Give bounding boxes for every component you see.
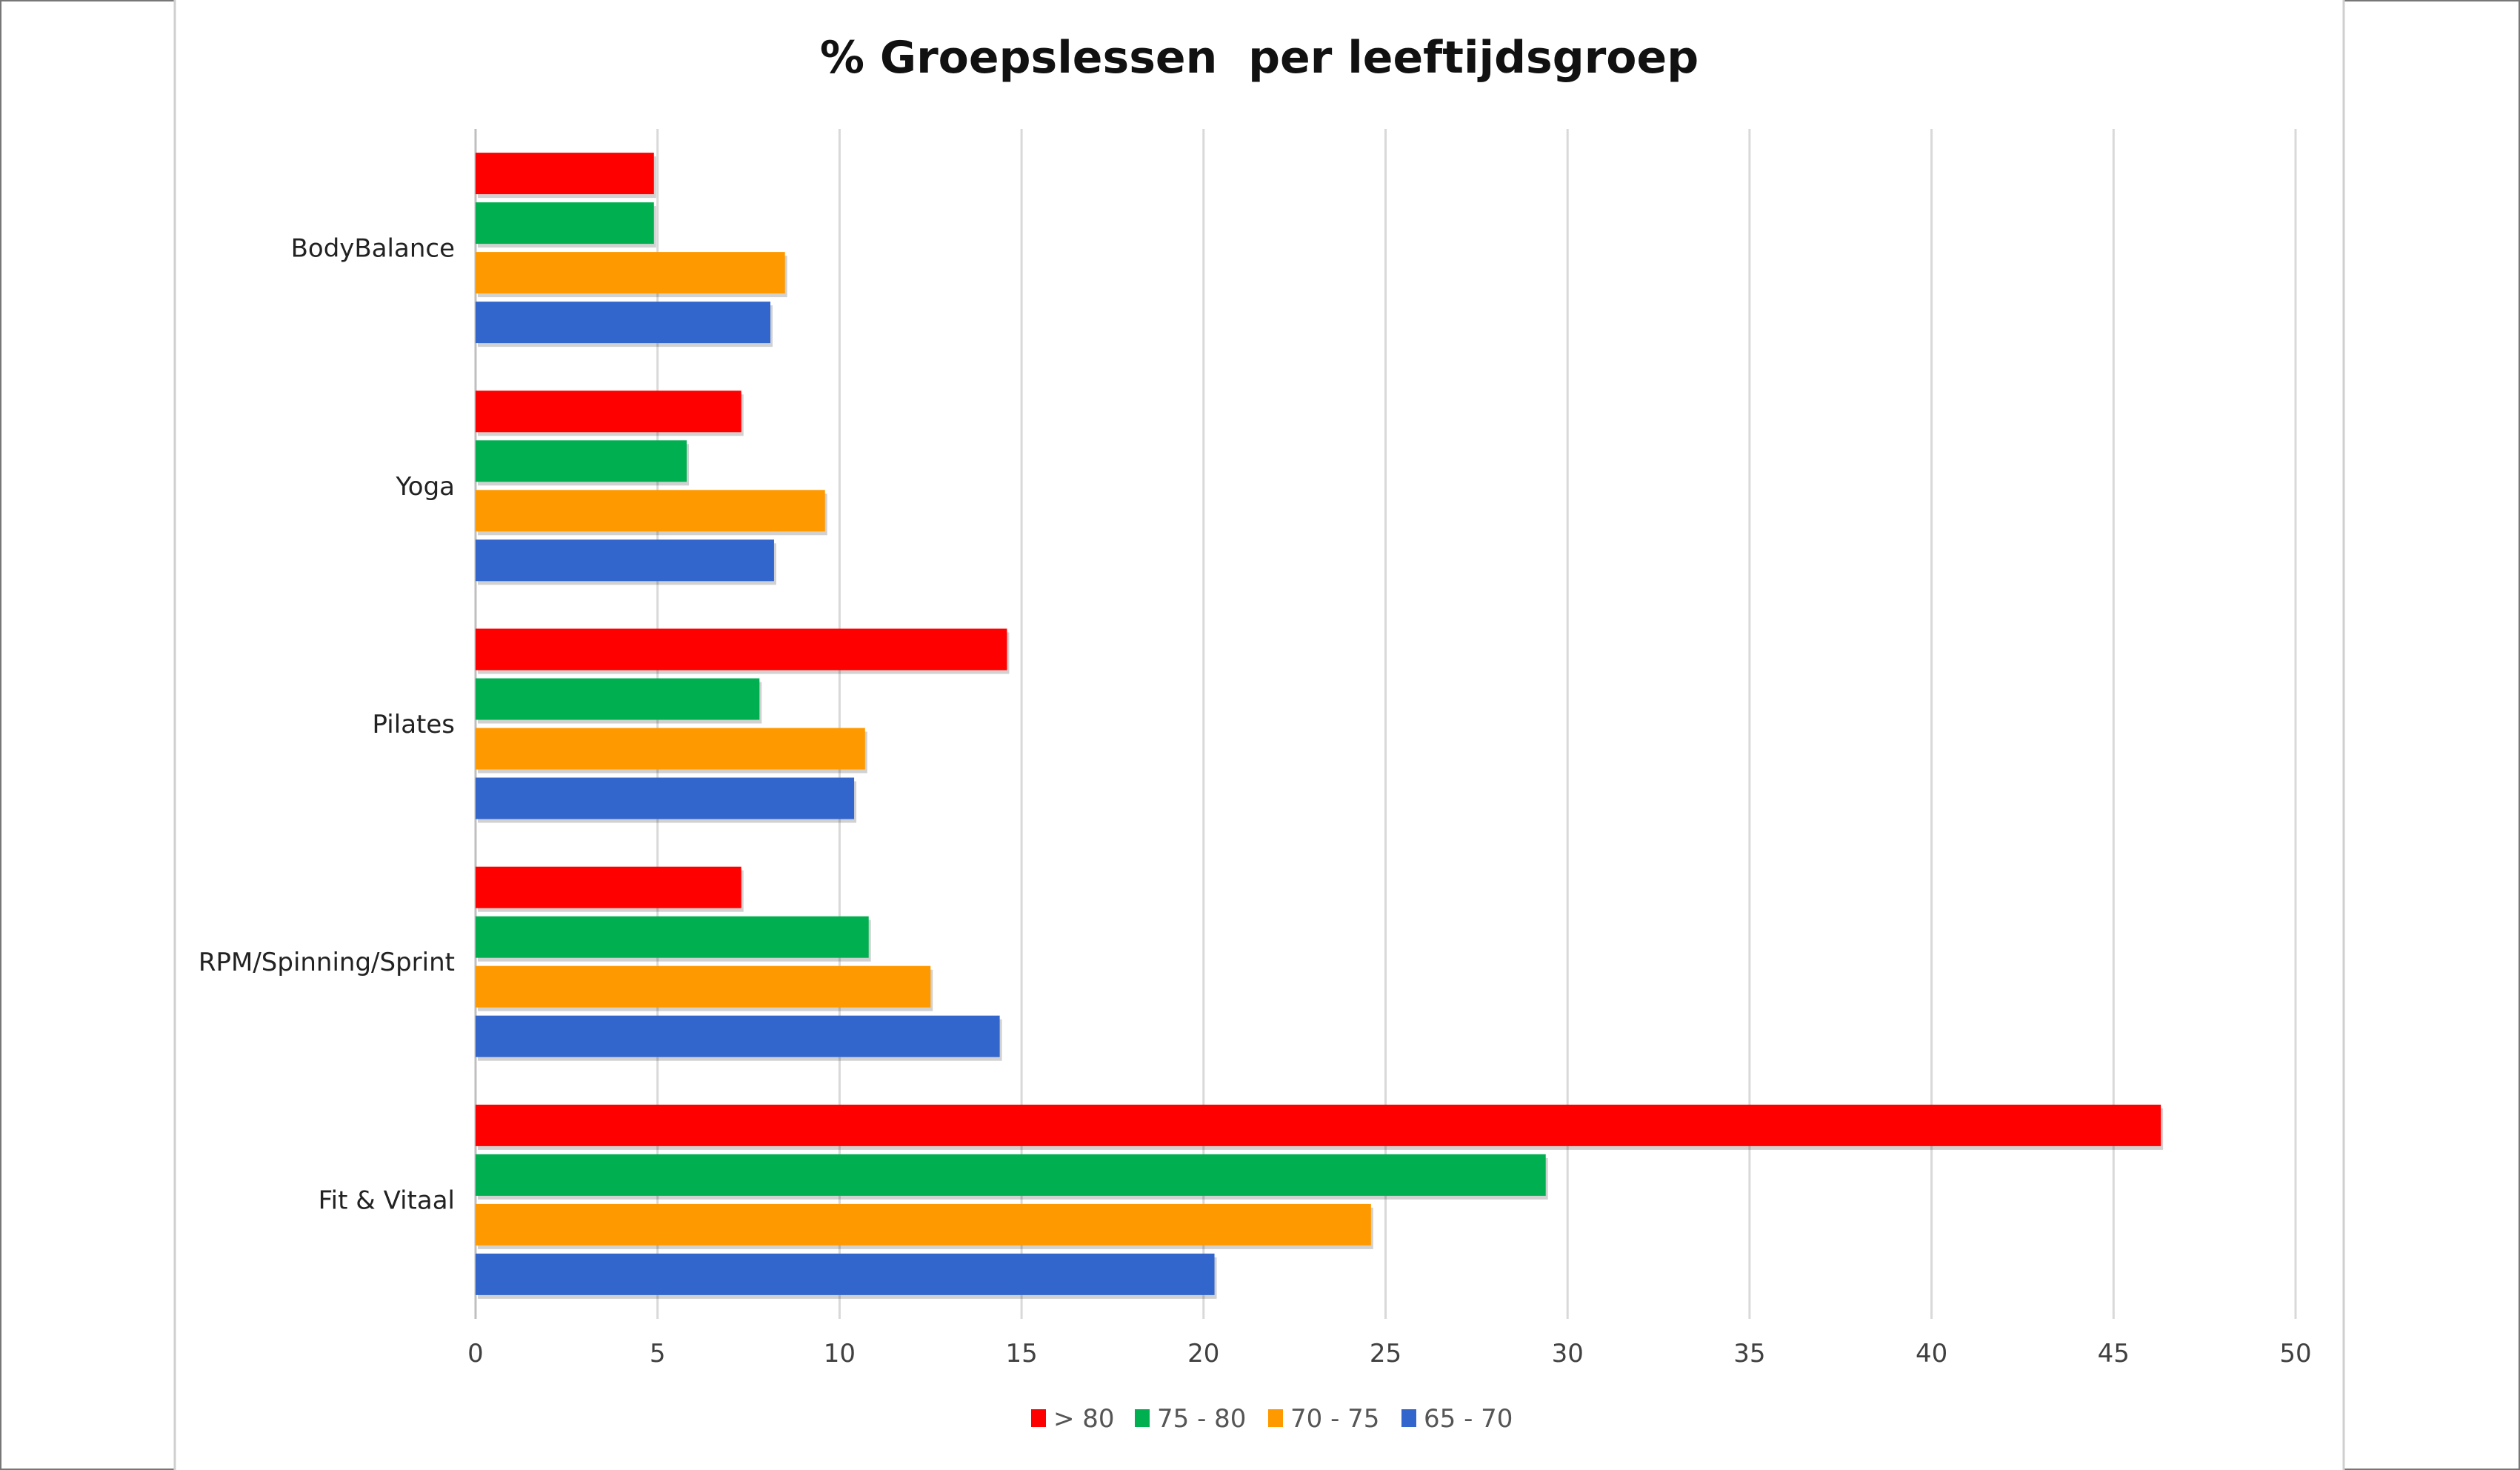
legend-label: 70 - 75: [1290, 1404, 1379, 1434]
bar-2-1: [476, 490, 825, 532]
legend-label: 75 - 80: [1157, 1404, 1246, 1434]
bar-2-0: [476, 252, 785, 294]
legend-swatch: [1401, 1409, 1416, 1427]
chart-title: % Groepslessen per leeftijdsgroep: [820, 32, 1699, 84]
bar-1-3: [476, 916, 869, 958]
x-tick-label: 50: [2279, 1339, 2311, 1368]
legend-label: > 80: [1053, 1404, 1115, 1434]
bar-1-4: [476, 1154, 1546, 1196]
bar-3-4: [476, 1253, 1215, 1295]
category-label: BodyBalance: [291, 234, 455, 264]
bar-0-4: [476, 1104, 2161, 1146]
bar-0-2: [476, 628, 1007, 671]
x-tick-label: 15: [1005, 1339, 1037, 1368]
bar-2-2: [476, 728, 865, 770]
category-label: Fit & Vitaal: [319, 1185, 455, 1215]
bar-3-3: [476, 1015, 1000, 1057]
x-tick-label: 20: [1187, 1339, 1219, 1368]
x-tick-label: 45: [2098, 1339, 2130, 1368]
x-tick-label: 5: [650, 1339, 666, 1368]
bar-1-2: [476, 678, 760, 720]
x-tick-label: 0: [467, 1339, 484, 1368]
x-tick-label: 35: [1733, 1339, 1765, 1368]
legend-swatch: [1031, 1409, 1046, 1427]
bar-3-1: [476, 539, 774, 582]
bar-3-2: [476, 777, 855, 819]
bar-2-4: [476, 1203, 1371, 1245]
category-label: Yoga: [396, 472, 455, 502]
legend: > 80 75 - 80 70 - 75 65 - 70: [1031, 1404, 1513, 1434]
bar-0-1: [476, 390, 741, 433]
category-label: Pilates: [373, 710, 455, 739]
bar-3-0: [476, 302, 771, 344]
x-tick-label: 10: [824, 1339, 856, 1368]
legend-swatch: [1135, 1409, 1150, 1427]
bar-1-0: [476, 202, 654, 245]
bar-0-0: [476, 153, 654, 195]
bar-1-1: [476, 440, 687, 482]
x-tick-label: 40: [1916, 1339, 1947, 1368]
category-label: RPM/Spinning/Sprint: [199, 948, 455, 977]
bar-2-3: [476, 965, 931, 1008]
legend-swatch: [1268, 1409, 1283, 1427]
bar-0-3: [476, 866, 741, 908]
x-tick-label: 25: [1370, 1339, 1401, 1368]
x-tick-label: 30: [1552, 1339, 1584, 1368]
legend-label: 65 - 70: [1424, 1404, 1513, 1434]
